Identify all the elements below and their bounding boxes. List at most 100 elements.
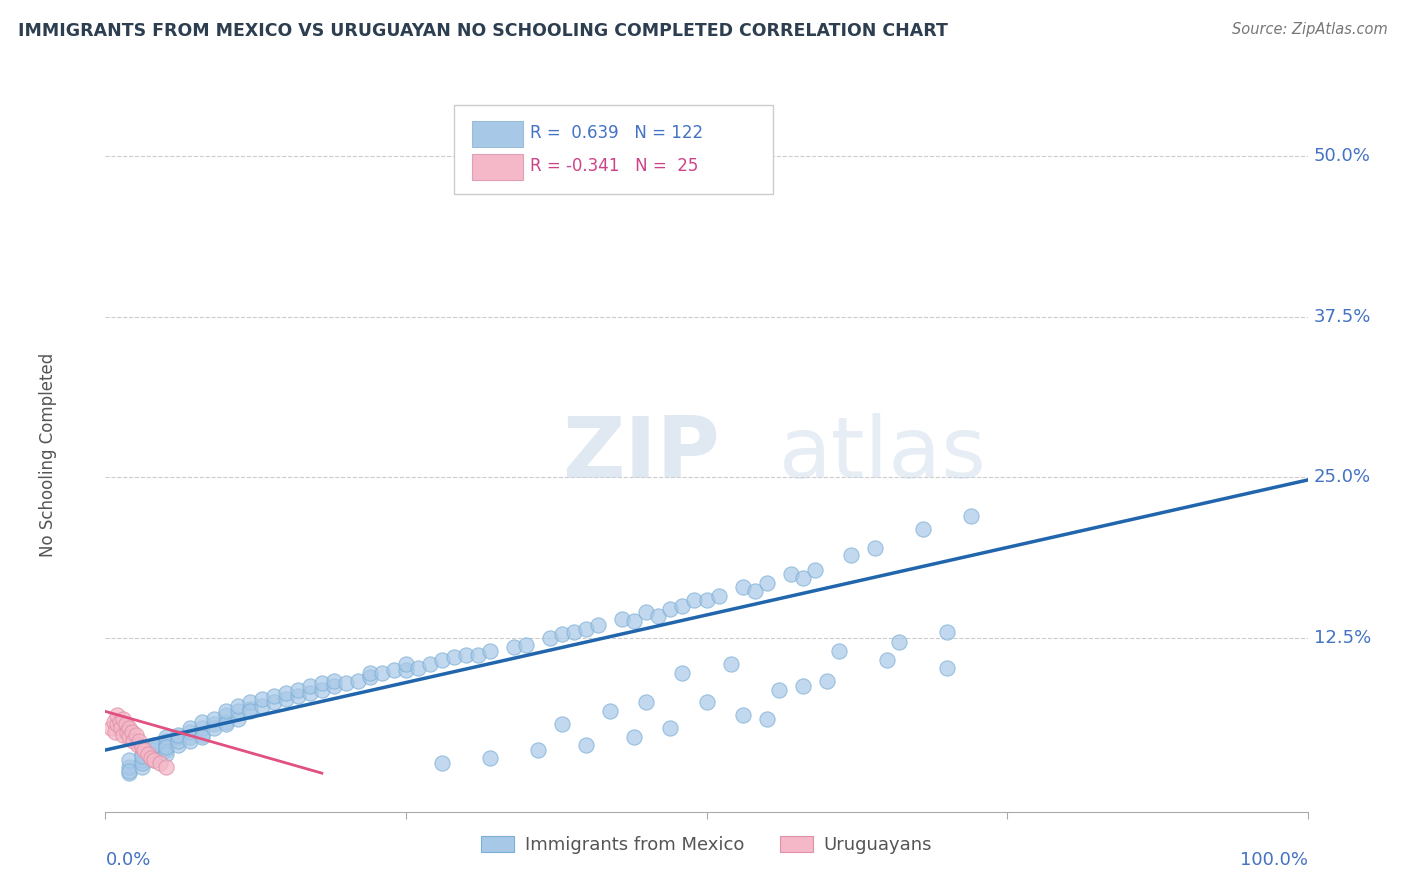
Point: [538, 631, 561, 645]
Point: [599, 705, 621, 719]
Point: [287, 682, 309, 697]
Point: [479, 644, 502, 658]
Point: [371, 665, 394, 680]
Point: [142, 740, 165, 755]
Point: [768, 682, 790, 697]
Point: [359, 670, 381, 684]
Text: atlas: atlas: [779, 413, 987, 497]
Point: [575, 622, 598, 636]
Point: [142, 738, 165, 752]
Point: [128, 734, 150, 748]
Point: [142, 753, 165, 767]
Point: [839, 548, 862, 562]
Point: [744, 583, 766, 598]
Legend: Immigrants from Mexico, Uruguayans: Immigrants from Mexico, Uruguayans: [472, 827, 941, 863]
Point: [671, 665, 693, 680]
Point: [118, 760, 141, 774]
Point: [467, 648, 489, 662]
Point: [214, 714, 236, 729]
Point: [298, 686, 321, 700]
Point: [226, 705, 249, 719]
Point: [239, 702, 262, 716]
Point: [707, 589, 730, 603]
Text: R = -0.341   N =  25: R = -0.341 N = 25: [530, 157, 699, 175]
Point: [118, 753, 141, 767]
Point: [287, 689, 309, 703]
Point: [527, 743, 550, 757]
Point: [792, 679, 814, 693]
Point: [179, 734, 201, 748]
Point: [551, 627, 574, 641]
Point: [179, 721, 201, 735]
Point: [112, 728, 135, 742]
Text: 0.0%: 0.0%: [105, 851, 150, 869]
Point: [263, 695, 285, 709]
Point: [647, 609, 669, 624]
Point: [612, 612, 634, 626]
Point: [263, 689, 285, 703]
Point: [107, 708, 129, 723]
Point: [911, 522, 934, 536]
Point: [155, 734, 177, 748]
Text: ZIP: ZIP: [562, 413, 720, 497]
Point: [731, 708, 754, 723]
Point: [430, 756, 453, 770]
Point: [274, 691, 297, 706]
Point: [311, 676, 333, 690]
Point: [828, 644, 851, 658]
Point: [696, 592, 718, 607]
FancyBboxPatch shape: [472, 153, 523, 180]
Point: [155, 760, 177, 774]
Point: [131, 756, 153, 770]
Point: [395, 657, 418, 671]
Point: [876, 653, 898, 667]
Point: [139, 750, 162, 764]
Point: [623, 615, 645, 629]
Point: [887, 635, 910, 649]
Point: [322, 679, 344, 693]
Point: [322, 673, 344, 688]
Point: [720, 657, 742, 671]
Text: 37.5%: 37.5%: [1313, 308, 1371, 326]
Point: [131, 747, 153, 761]
Point: [166, 738, 188, 752]
Point: [443, 650, 465, 665]
Point: [515, 638, 537, 652]
Point: [104, 725, 127, 739]
Point: [960, 508, 983, 523]
Point: [202, 717, 225, 731]
Point: [359, 665, 381, 680]
Point: [190, 730, 212, 744]
Point: [142, 753, 165, 767]
Point: [115, 725, 138, 739]
Point: [100, 721, 122, 735]
Point: [131, 760, 153, 774]
Point: [779, 566, 801, 581]
Point: [683, 592, 706, 607]
Point: [202, 712, 225, 726]
Point: [142, 743, 165, 757]
Point: [803, 563, 825, 577]
Point: [479, 750, 502, 764]
Point: [179, 730, 201, 744]
Point: [419, 657, 441, 671]
Point: [792, 571, 814, 585]
Point: [430, 653, 453, 667]
Point: [214, 717, 236, 731]
Point: [131, 753, 153, 767]
Point: [588, 618, 610, 632]
Text: No Schooling Completed: No Schooling Completed: [39, 353, 56, 557]
Point: [406, 661, 429, 675]
Point: [863, 541, 886, 556]
Text: IMMIGRANTS FROM MEXICO VS URUGUAYAN NO SCHOOLING COMPLETED CORRELATION CHART: IMMIGRANTS FROM MEXICO VS URUGUAYAN NO S…: [18, 22, 948, 40]
Point: [659, 721, 682, 735]
Point: [311, 682, 333, 697]
Point: [155, 730, 177, 744]
Point: [122, 734, 145, 748]
Point: [142, 747, 165, 761]
Text: 50.0%: 50.0%: [1313, 147, 1371, 165]
Point: [214, 705, 236, 719]
Point: [118, 730, 141, 744]
Point: [551, 717, 574, 731]
Point: [755, 575, 778, 590]
